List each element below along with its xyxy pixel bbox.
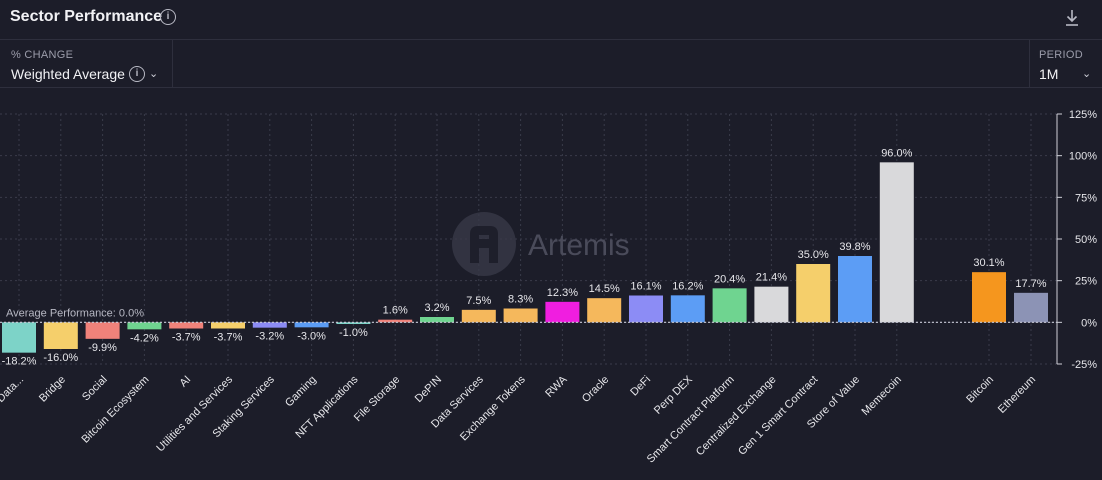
bar-value-label: 16.2% xyxy=(672,280,703,292)
x-tick-label: Perp DEX xyxy=(652,373,696,417)
period-dropdown[interactable]: PERIOD 1M ⌄ xyxy=(1029,40,1102,87)
average-label: Average Performance: 0.0% xyxy=(6,307,144,319)
bar-value-label: 14.5% xyxy=(589,283,620,295)
y-tick-label: 100% xyxy=(1069,151,1097,163)
bar-value-label: 3.2% xyxy=(424,302,449,314)
bar-value-label: -9.9% xyxy=(88,342,117,354)
y-axis-ticks: 125% 100% 75% 50% 25% 0% -25% xyxy=(1056,109,1097,371)
download-icon[interactable] xyxy=(1064,8,1080,28)
x-tick-label: Bitcoin xyxy=(964,374,996,406)
bar[interactable] xyxy=(211,322,245,329)
period-label: PERIOD xyxy=(1039,49,1083,61)
bar[interactable] xyxy=(2,322,36,353)
bar-value-label: -3.7% xyxy=(172,332,201,344)
bar[interactable] xyxy=(169,322,204,329)
bar[interactable] xyxy=(294,322,329,328)
info-icon[interactable]: i xyxy=(129,66,145,82)
bar[interactable] xyxy=(336,322,371,324)
bar[interactable] xyxy=(545,301,580,323)
bar-value-label: 30.1% xyxy=(973,257,1004,269)
x-tick-label: Gaming xyxy=(283,374,319,410)
bar[interactable] xyxy=(127,322,162,330)
bar-value-label: -3.7% xyxy=(214,332,243,344)
bar[interactable] xyxy=(838,256,872,323)
sector-bar-chart: Artemis -18.2% -16.0% -9.9% -4.2% -3.7% -3.7%… xyxy=(0,109,1097,466)
bar-value-label: -16.0% xyxy=(43,352,78,364)
chevron-down-icon: ⌄ xyxy=(149,68,159,80)
x-tick-label: Bridge xyxy=(37,374,68,405)
bar-value-label: 12.3% xyxy=(547,287,578,299)
bar-value-label: 96.0% xyxy=(881,147,912,159)
y-tick-label: 125% xyxy=(1069,109,1097,121)
x-tick-label: Oracle xyxy=(580,374,611,405)
change-label: % CHANGE xyxy=(11,49,74,61)
bars xyxy=(2,162,1048,353)
artemis-watermark: Artemis xyxy=(452,212,630,276)
watermark-text: Artemis xyxy=(528,229,630,262)
x-tick-label: Utilities and Services xyxy=(154,373,235,454)
x-tick-label: Data... xyxy=(0,374,26,405)
bar[interactable] xyxy=(503,308,538,323)
info-icon[interactable]: i xyxy=(160,9,176,25)
x-tick-label: Centralized Exchange xyxy=(694,374,779,459)
bar[interactable] xyxy=(754,286,789,323)
bar-value-label: -18.2% xyxy=(2,356,37,368)
bar[interactable] xyxy=(1014,292,1048,323)
bar[interactable] xyxy=(879,162,914,323)
bar-value-label: 7.5% xyxy=(466,295,491,307)
y-tick-label: 75% xyxy=(1075,192,1097,204)
bar-value-label: 17.7% xyxy=(1015,278,1046,290)
bar[interactable] xyxy=(712,288,747,323)
bar[interactable] xyxy=(85,322,120,339)
y-tick-label: 25% xyxy=(1075,276,1097,288)
change-dropdown[interactable]: % CHANGE Weighted Average i ⌄ xyxy=(0,40,173,87)
bar-value-label: 8.3% xyxy=(508,294,533,306)
artemis-logo-mark xyxy=(470,226,498,263)
x-tick-label: Gen 1 Smart Contract xyxy=(736,374,820,458)
bar[interactable] xyxy=(972,272,1006,323)
y-tick-label: 0% xyxy=(1081,317,1097,329)
bar-value-label: 35.0% xyxy=(798,249,829,261)
x-tick-label: AI xyxy=(177,374,193,390)
bar-value-label: 21.4% xyxy=(756,272,787,284)
bar-value-label: -1.0% xyxy=(339,327,368,339)
average-line-group: Average Performance: 0.0% xyxy=(0,307,1057,323)
chevron-down-icon: ⌄ xyxy=(1082,68,1092,80)
bar[interactable] xyxy=(420,317,454,323)
bar-value-label: -3.0% xyxy=(297,330,326,342)
chart-controls: % CHANGE Weighted Average i ⌄ PERIOD 1M … xyxy=(0,40,1102,88)
page-title: Sector Performance xyxy=(10,8,163,25)
bar[interactable] xyxy=(587,298,622,323)
bar[interactable] xyxy=(629,295,663,323)
value-labels: -18.2% -16.0% -9.9% -4.2% -3.7% -3.7% -3.2% -3.… xyxy=(2,147,1047,367)
y-tick-label: 50% xyxy=(1075,234,1097,246)
x-tick-label: DePIN xyxy=(413,374,444,405)
x-tick-label: Ethereum xyxy=(996,374,1038,416)
bar-value-label: 20.4% xyxy=(714,273,745,285)
period-value: 1M xyxy=(1039,66,1059,82)
bar-value-label: -4.2% xyxy=(130,332,159,344)
bar[interactable] xyxy=(252,322,287,328)
chart-header: Sector Performance i xyxy=(0,0,1102,40)
x-tick-label: Memecoin xyxy=(860,374,904,418)
x-tick-label: DeFi xyxy=(628,374,653,399)
bar[interactable] xyxy=(461,309,496,323)
bar-value-label: 16.1% xyxy=(630,281,661,293)
bar-value-label: 39.8% xyxy=(839,241,870,253)
bar[interactable] xyxy=(796,264,831,323)
change-value: Weighted Average xyxy=(11,66,125,82)
bar-value-label: -3.2% xyxy=(255,331,284,343)
bar[interactable] xyxy=(43,322,78,349)
y-tick-label: -25% xyxy=(1071,359,1097,371)
bar[interactable] xyxy=(378,319,413,323)
x-tick-label: Social xyxy=(80,374,110,404)
bar[interactable] xyxy=(670,295,705,323)
x-tick-label: RWA xyxy=(543,373,570,400)
bar-value-label: 1.6% xyxy=(383,305,408,317)
